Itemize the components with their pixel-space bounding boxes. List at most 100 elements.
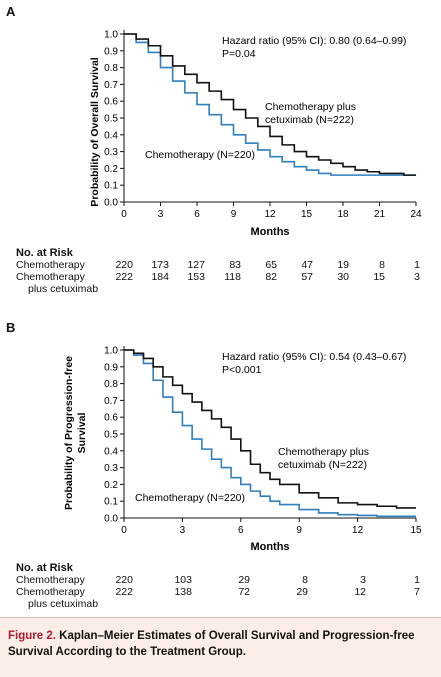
x-tick-label: 9 bbox=[296, 525, 302, 536]
progression-free-survival-chart: Probability of Progression-free Survival… bbox=[63, 346, 422, 554]
risk-cell: 173 bbox=[151, 259, 169, 271]
y-tick-label: 1.0 bbox=[104, 346, 118, 357]
risk-cell: 118 bbox=[224, 271, 241, 283]
y-tick-label: 0.2 bbox=[104, 480, 118, 491]
risk-cell: 29 bbox=[238, 574, 250, 586]
p-value-text: P=0.04 bbox=[222, 48, 256, 60]
risk-cell: 19 bbox=[337, 259, 349, 271]
x-tick-label: 6 bbox=[238, 525, 244, 536]
x-axis-label: Months bbox=[250, 226, 289, 238]
y-tick-label: 0.5 bbox=[104, 430, 118, 441]
risk-cell: 15 bbox=[373, 271, 385, 283]
chemotherapy-curve bbox=[124, 33, 416, 176]
figure-caption: Figure 2. Kaplan–Meier Estimates of Over… bbox=[0, 617, 441, 677]
risk-cell: 30 bbox=[337, 271, 349, 283]
x-tick-label: 6 bbox=[194, 209, 200, 220]
risk-table-a: No. at Risk Chemotherapy 220 173 127 83 … bbox=[16, 247, 426, 295]
risk-cell: 47 bbox=[301, 259, 313, 271]
y-axis-label-2: Survival bbox=[76, 412, 88, 453]
risk-cell: 138 bbox=[174, 586, 192, 598]
y-tick-label: 0.5 bbox=[104, 114, 118, 125]
y-tick-label: 0.2 bbox=[104, 164, 118, 175]
y-tick-label: 0.1 bbox=[104, 181, 118, 192]
y-tick-label: 0.4 bbox=[104, 446, 118, 457]
y-axis-label: Probability of Progression-free bbox=[63, 356, 75, 510]
risk-table-title: No. at Risk bbox=[16, 247, 73, 259]
x-tick-label: 18 bbox=[337, 209, 349, 220]
y-tick-label: 0.3 bbox=[104, 463, 118, 474]
risk-cell: 57 bbox=[301, 271, 313, 283]
y-tick-label: 0.1 bbox=[104, 497, 118, 508]
y-tick-label: 0.9 bbox=[104, 362, 118, 373]
x-tick-label: 9 bbox=[231, 209, 237, 220]
chemotherapy-series-label: Chemotherapy (N=220) bbox=[135, 492, 245, 504]
cetuximab-series-label: Chemotherapy plus bbox=[278, 446, 369, 458]
x-tick-label: 12 bbox=[264, 209, 276, 220]
x-tick-label: 15 bbox=[301, 209, 313, 220]
risk-label-cetuximab: Chemotherapy bbox=[16, 586, 85, 598]
cetuximab-series-label-2: cetuximab (N=222) bbox=[278, 459, 367, 471]
y-tick-label: 1.0 bbox=[104, 30, 118, 41]
risk-cell: 127 bbox=[187, 259, 205, 271]
y-tick-label: 0.0 bbox=[104, 198, 118, 209]
risk-cell: 8 bbox=[379, 259, 385, 271]
risk-cell: 184 bbox=[151, 271, 169, 283]
x-tick-label: 12 bbox=[352, 525, 364, 536]
x-tick-label: 3 bbox=[180, 525, 186, 536]
risk-cell: 29 bbox=[296, 586, 308, 598]
cetuximab-curve bbox=[124, 33, 416, 176]
risk-cell: 7 bbox=[414, 586, 420, 598]
risk-table-title: No. at Risk bbox=[16, 562, 73, 574]
risk-row-chemotherapy: Chemotherapy 220 103 29 8 3 1 bbox=[16, 574, 426, 586]
x-tick-label: 21 bbox=[374, 209, 386, 220]
risk-row-chemotherapy: Chemotherapy 220 173 127 83 65 47 19 8 1 bbox=[16, 259, 426, 271]
x-axis-label: Months bbox=[250, 541, 289, 553]
risk-cell: 8 bbox=[302, 574, 308, 586]
x-tick-label: 0 bbox=[121, 209, 127, 220]
risk-cell: 1 bbox=[414, 259, 420, 271]
overall-survival-chart: Probability of Overall Survival Months H… bbox=[89, 30, 422, 239]
risk-cell: 82 bbox=[265, 271, 277, 283]
cetuximab-series-label: Chemotherapy plus bbox=[265, 101, 356, 113]
risk-cell: 220 bbox=[115, 259, 133, 271]
risk-cell: 153 bbox=[187, 271, 205, 283]
risk-table-b: No. at Risk Chemotherapy 220 103 29 8 3 … bbox=[16, 562, 426, 610]
y-tick-label: 0.7 bbox=[104, 396, 118, 407]
risk-row-cetuximab: Chemotherapy 222 138 72 29 12 7 bbox=[16, 586, 426, 598]
y-axis-label: Probability of Overall Survival bbox=[89, 57, 101, 206]
risk-label-cetuximab: Chemotherapy bbox=[16, 271, 85, 283]
y-tick-label: 0.0 bbox=[104, 514, 118, 525]
x-tick-label: 15 bbox=[410, 525, 422, 536]
panel-b-letter: B bbox=[6, 320, 16, 335]
risk-row-cetuximab: Chemotherapy 222 184 153 118 82 57 30 15… bbox=[16, 271, 426, 283]
risk-label-chemotherapy: Chemotherapy bbox=[16, 259, 85, 271]
y-tick-label: 0.7 bbox=[104, 80, 118, 91]
risk-cell: 222 bbox=[115, 271, 133, 283]
risk-cell: 220 bbox=[115, 574, 133, 586]
hazard-ratio-text: Hazard ratio (95% CI): 0.80 (0.64–0.99) bbox=[222, 35, 406, 47]
cetuximab-series-label-2: cetuximab (N=222) bbox=[265, 114, 354, 126]
caption-text: Kaplan–Meier Estimates of Overall Surviv… bbox=[8, 630, 415, 658]
risk-label-cetuximab-2: plus cetuximab bbox=[28, 283, 99, 295]
y-tick-label: 0.8 bbox=[104, 63, 118, 74]
risk-cell: 1 bbox=[414, 574, 420, 586]
risk-cell: 72 bbox=[238, 586, 250, 598]
y-tick-label: 0.3 bbox=[104, 147, 118, 158]
risk-cell: 12 bbox=[354, 586, 366, 598]
panel-a-letter: A bbox=[6, 4, 16, 19]
risk-cell: 222 bbox=[115, 586, 133, 598]
x-tick-label: 3 bbox=[158, 209, 164, 220]
x-tick-label: 0 bbox=[121, 525, 127, 536]
risk-cell: 65 bbox=[265, 259, 277, 271]
y-tick-label: 0.4 bbox=[104, 130, 118, 141]
risk-label-cetuximab-2: plus cetuximab bbox=[28, 598, 99, 610]
p-value-text: P<0.001 bbox=[222, 364, 262, 376]
risk-cell: 83 bbox=[229, 259, 241, 271]
y-tick-label: 0.8 bbox=[104, 379, 118, 390]
chemotherapy-curve bbox=[124, 349, 416, 518]
y-tick-label: 0.6 bbox=[104, 413, 118, 424]
cetuximab-curve bbox=[124, 349, 416, 509]
hazard-ratio-text: Hazard ratio (95% CI): 0.54 (0.43–0.67) bbox=[222, 351, 406, 363]
risk-cell: 3 bbox=[414, 271, 420, 283]
x-tick-label: 24 bbox=[410, 209, 422, 220]
